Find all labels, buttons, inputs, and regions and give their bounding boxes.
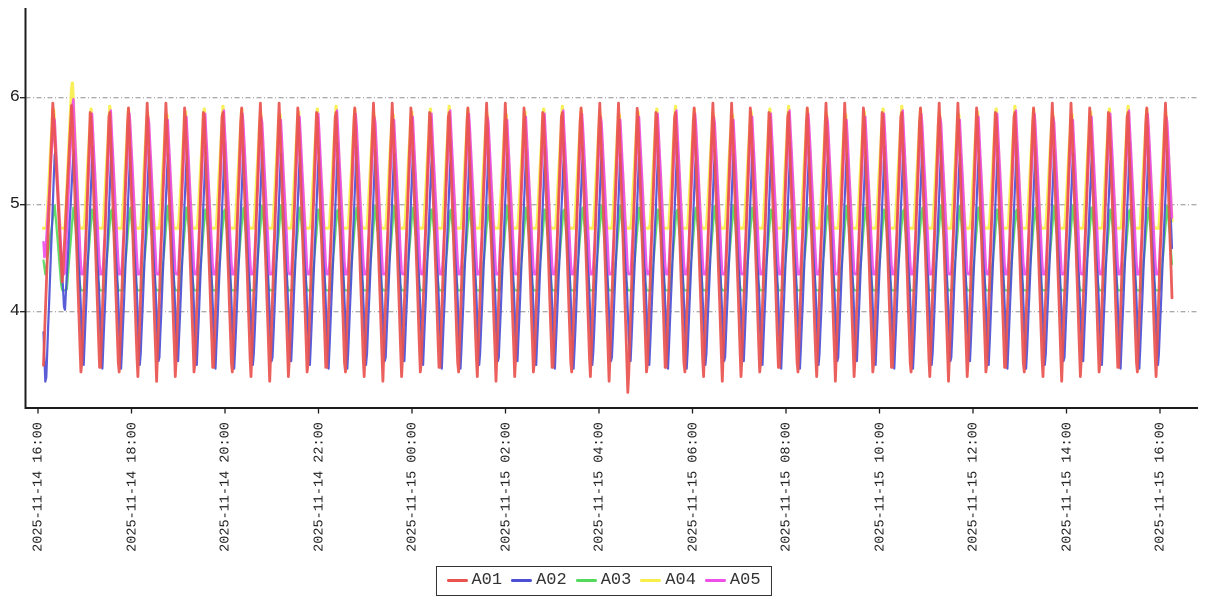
x-tick-label: 2025-11-15 06:00 (686, 422, 701, 552)
legend-label: A04 (665, 571, 696, 590)
y-tick-label: 6 (9, 87, 20, 107)
x-tick-label: 2025-11-15 08:00 (779, 422, 795, 552)
legend-item-A05[interactable]: A05 (704, 571, 761, 590)
legend: A01 A02 A03 A04 A05 (435, 566, 772, 596)
x-tick-label: 2025-11-15 00:00 (405, 422, 421, 552)
series-lines (41, 81, 1174, 394)
y-tick-label: 5 (9, 194, 20, 214)
legend-label: A05 (729, 571, 761, 590)
x-tick-label: 2025-11-14 16:00 (31, 422, 47, 552)
legend-label: A01 (471, 571, 503, 590)
legend-item-A04[interactable]: A04 (640, 571, 696, 590)
x-tick-label: 2025-11-15 02:00 (499, 422, 514, 552)
x-tick-label: 2025-11-15 10:00 (873, 422, 888, 552)
legend-swatch-A03 (575, 578, 597, 583)
x-tick-label: 2025-11-15 04:00 (592, 422, 608, 552)
legend-label: A02 (536, 571, 567, 590)
x-tick-label: 2025-11-15 16:00 (1153, 422, 1169, 552)
legend-swatch-A02 (511, 578, 533, 583)
legend-item-A02[interactable]: A02 (511, 571, 567, 590)
x-tick-label: 2025-11-14 20:00 (218, 422, 234, 552)
legend-swatch-A05 (704, 578, 726, 583)
legend-swatch-A04 (640, 578, 662, 583)
axes (20, 8, 1198, 414)
y-tick-label: 4 (9, 301, 20, 321)
x-tick-label: 2025-11-15 12:00 (966, 422, 982, 552)
x-tick-label: 2025-11-14 22:00 (312, 422, 327, 552)
legend-item-A01[interactable]: A01 (446, 571, 502, 590)
series-line-A02[interactable] (42, 141, 1174, 383)
x-tick-label: 2025-11-15 14:00 (1060, 422, 1075, 552)
x-tick-label: 2025-11-14 18:00 (125, 422, 140, 552)
legend-item-A03[interactable]: A03 (575, 571, 632, 590)
series-line-A05[interactable] (42, 97, 1174, 276)
legend-swatch-A01 (446, 578, 468, 583)
series-line-A01[interactable] (42, 101, 1174, 394)
legend-label: A03 (600, 571, 632, 590)
